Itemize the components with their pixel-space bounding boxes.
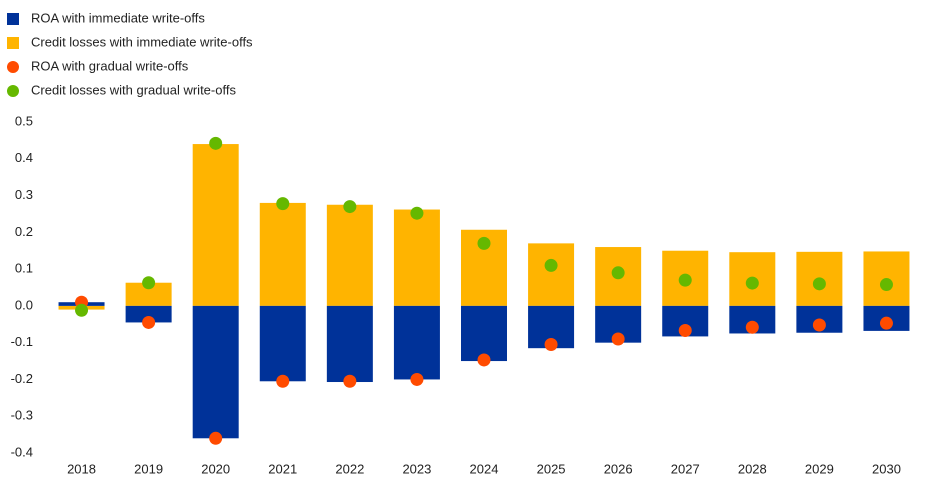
x-tick-label: 2022 [335,461,364,476]
y-tick-label: -0.1 [11,334,33,349]
bar [259,305,306,382]
dot [209,431,223,445]
x-tick-label: 2028 [738,461,767,476]
legend-label: Credit losses with gradual write-offs [31,82,236,97]
dot [678,324,692,338]
dot [142,315,156,329]
y-tick-label: -0.4 [11,444,33,459]
x-tick-label: 2019 [134,461,163,476]
y-tick-label: 0.3 [15,187,33,202]
dot [343,374,357,388]
dot [142,276,156,290]
y-tick-label: 0.1 [15,261,33,276]
x-tick-label: 2029 [805,461,834,476]
dot [879,278,893,292]
dot [611,266,625,280]
dot [745,320,759,334]
dot [477,353,491,367]
y-tick-label: 0.4 [15,150,33,165]
bar [528,243,575,306]
dot [544,258,558,272]
bar [192,144,239,306]
dot [879,316,893,330]
dot [410,206,424,220]
y-tick-label: 0.5 [15,113,33,128]
dot [410,372,424,386]
legend-label: ROA with gradual write-offs [31,58,189,73]
dot [276,197,290,211]
bar [192,305,239,439]
dot [611,332,625,346]
bar [259,202,306,306]
y-tick-label: 0.0 [15,297,33,312]
dot [75,303,89,317]
legend-label: Credit losses with immediate write-offs [31,34,253,49]
bar [326,305,373,383]
x-tick-label: 2021 [268,461,297,476]
legend-swatch [7,37,19,49]
dot [812,277,826,291]
dot [745,276,759,290]
x-tick-label: 2030 [872,461,901,476]
x-tick-label: 2026 [604,461,633,476]
x-tick-label: 2023 [402,461,431,476]
bar [393,209,440,306]
legend-swatch [7,13,19,25]
x-tick-label: 2025 [537,461,566,476]
dot [678,273,692,287]
y-tick-label: -0.3 [11,408,33,423]
bar [326,204,373,306]
x-tick-label: 2020 [201,461,230,476]
y-tick-label: -0.2 [11,371,33,386]
bar [393,305,440,380]
dot [343,200,357,214]
legend-label: ROA with immediate write-offs [31,10,205,25]
dot [276,374,290,388]
bar [125,282,172,306]
legend-swatch [7,61,19,73]
legend-swatch [7,85,19,97]
dot [812,318,826,332]
x-tick-label: 2018 [67,461,96,476]
dot [209,136,223,150]
bar [461,305,507,362]
dot [544,338,558,352]
y-tick-label: 0.2 [15,224,33,239]
dot [477,236,491,250]
x-tick-label: 2024 [470,461,499,476]
x-tick-label: 2027 [671,461,700,476]
bar [125,305,172,323]
